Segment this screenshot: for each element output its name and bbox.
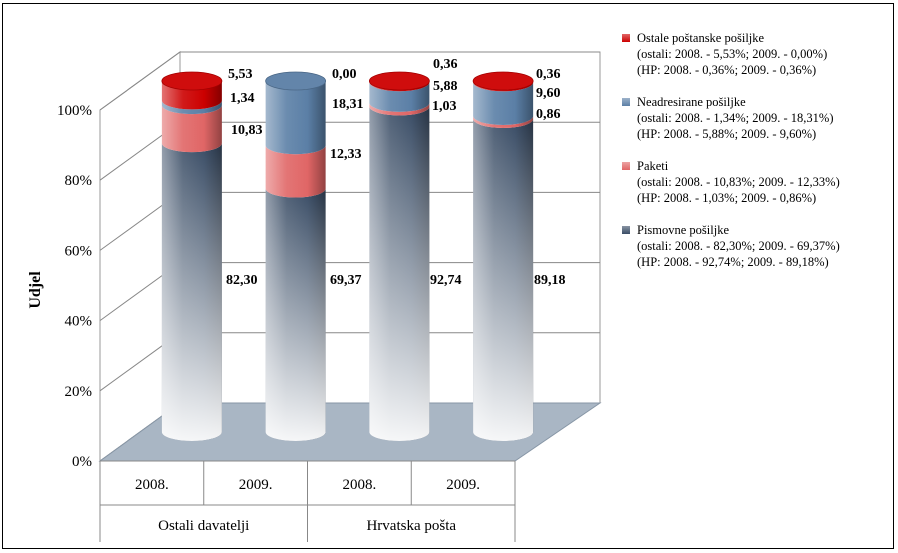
bar-top-cap <box>265 71 327 91</box>
bar-segment <box>369 82 430 112</box>
bar-segment-shading <box>265 188 326 441</box>
x-tick-label: 2009. <box>446 477 480 493</box>
legend-text: (HP: 2008. - 5,88%; 2009. - 9,60%) <box>637 127 817 141</box>
y-tick-label: 40% <box>65 314 93 330</box>
legend-text: (ostali: 2008. - 82,30%; 2009. - 69,37%) <box>637 239 840 253</box>
bar-top-cap <box>368 71 430 91</box>
y-axis-label: Udjel <box>27 271 44 309</box>
y-tick-label: 0% <box>72 454 92 470</box>
x-tick-label: 2009. <box>239 477 273 493</box>
x-group-label: Ostali davatelji <box>158 518 249 534</box>
y-tick-label: 80% <box>65 173 93 189</box>
chart-legend: Ostale poštanske pošiljke (ostali: 2008. … <box>622 30 892 286</box>
data-label: 18,31 <box>332 97 364 112</box>
data-label: 9,60 <box>536 86 561 101</box>
x-group-label: Hrvatska pošta <box>366 518 456 534</box>
bar-segment-shading <box>161 143 222 441</box>
bar-segment <box>369 102 430 116</box>
legend-swatch <box>622 34 630 42</box>
data-label: 69,37 <box>330 273 362 288</box>
y-tick-label: 60% <box>65 243 93 259</box>
data-label: 1,03 <box>432 99 457 114</box>
bar-segment <box>265 80 326 155</box>
y-tick-label: 100% <box>57 103 92 119</box>
data-label: 5,88 <box>433 79 458 94</box>
data-label: 5,53 <box>228 67 253 82</box>
legend-text: (HP: 2008. - 1,03%; 2009. - 0,86%) <box>637 191 817 205</box>
x-tick-label: 2008. <box>343 477 377 493</box>
legend-item: Ostale poštanske pošiljke (ostali: 2008. … <box>622 30 892 78</box>
legend-text: Ostale poštanske pošiljke <box>637 31 765 45</box>
y-tick-label: 20% <box>65 384 93 400</box>
legend-item: Pismovne pošiljke (ostali: 2008. - 82,30%… <box>622 222 892 270</box>
legend-swatch <box>622 226 630 234</box>
bar-top-cap <box>161 71 223 91</box>
legend-item: Neadresirane pošiljke (ostali: 2008. - 1,… <box>622 94 892 142</box>
data-label: 12,33 <box>330 147 362 162</box>
legend-text: (HP: 2008. - 0,36%; 2009. - 0,36%) <box>637 63 817 77</box>
bar-segment <box>161 81 222 110</box>
data-label: 92,74 <box>430 273 462 288</box>
data-label: 10,83 <box>231 123 263 138</box>
legend-swatch <box>622 162 630 170</box>
data-label: 82,30 <box>226 273 258 288</box>
gridline <box>99 51 600 111</box>
bar-segment-shading <box>473 118 534 441</box>
data-label: 0,36 <box>536 67 561 82</box>
bar-segment <box>161 105 222 153</box>
x-tick-label: 2008. <box>135 477 169 493</box>
data-label: 0,36 <box>433 57 458 72</box>
legend-item: Paketi (ostali: 2008. - 10,83%; 2009. - 1… <box>622 158 892 206</box>
legend-text: Paketi <box>637 159 669 173</box>
legend-text: (ostali: 2008. - 1,34%; 2009. - 18,31%) <box>637 111 834 125</box>
legend-text: (ostali: 2008. - 5,53%; 2009. - 0,00%) <box>637 47 828 61</box>
bar-segment-shading <box>369 106 430 441</box>
legend-text: (HP: 2008. - 92,74%; 2009. - 89,18%) <box>637 255 829 269</box>
data-label: 89,18 <box>534 273 566 288</box>
data-label: 1,34 <box>230 91 255 106</box>
data-label: 0,86 <box>536 107 561 122</box>
data-label: 0,00 <box>332 67 357 82</box>
bar-segment <box>473 115 534 128</box>
bar-segment <box>161 100 222 115</box>
legend-swatch <box>622 98 630 106</box>
legend-text: Pismovne pošiljke <box>637 223 730 237</box>
bar-segment <box>265 145 326 198</box>
bar-segment <box>473 82 534 125</box>
legend-text: (ostali: 2008. - 10,83%; 2009. - 12,33%) <box>637 175 840 189</box>
legend-text: Neadresirane pošiljke <box>637 95 746 109</box>
bar-top-cap <box>472 71 534 91</box>
